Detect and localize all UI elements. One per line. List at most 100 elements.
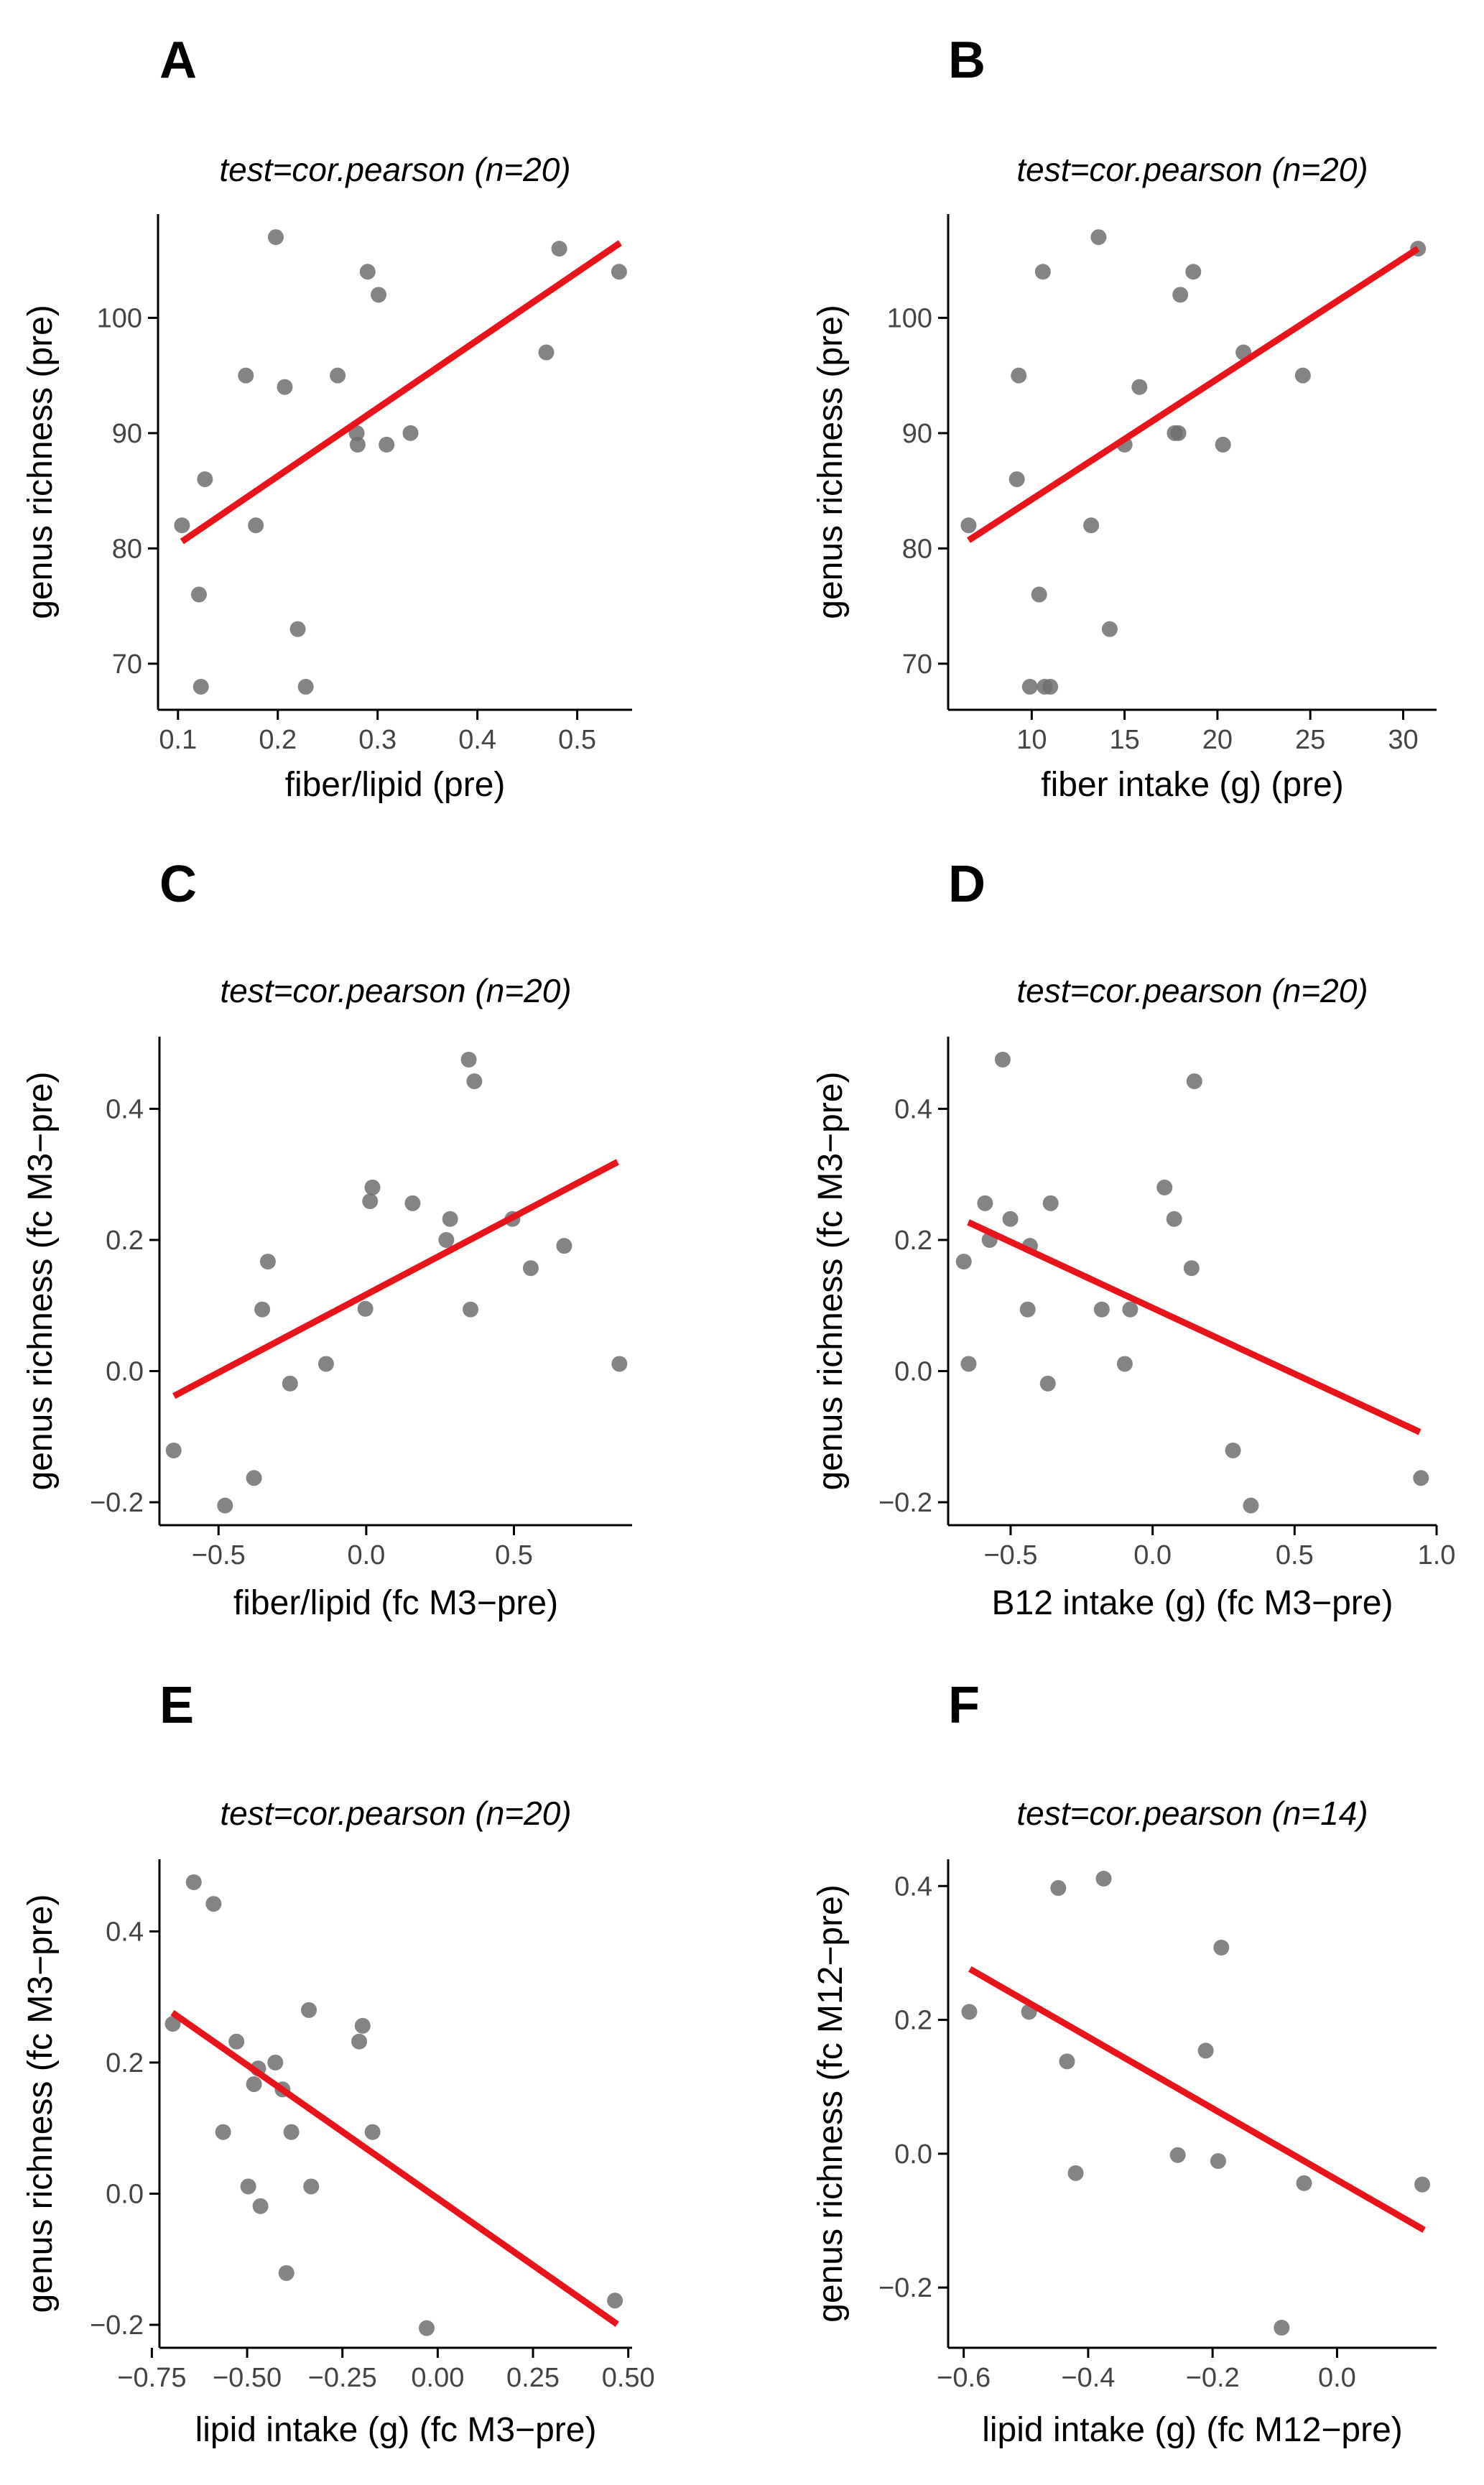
y-tick-label: 100: [97, 303, 142, 333]
data-point: [1197, 2042, 1214, 2059]
x-tick-label: −0.2: [1186, 2363, 1240, 2393]
data-point: [351, 2033, 368, 2050]
data-point: [1210, 2153, 1226, 2170]
data-point: [556, 1238, 572, 1254]
y-tick-label: 90: [902, 419, 932, 449]
y-tick-label: 0.2: [894, 1226, 932, 1256]
data-point: [1170, 425, 1187, 441]
regression-line: [180, 240, 622, 545]
data-point: [354, 2017, 371, 2034]
data-point: [1131, 379, 1148, 395]
panel-letter: F: [948, 1677, 980, 1734]
data-point: [466, 1073, 483, 1090]
data-point: [228, 2033, 245, 2050]
data-point: [607, 2292, 623, 2309]
data-point: [1274, 2320, 1290, 2336]
data-point: [190, 586, 207, 603]
data-point: [254, 1301, 271, 1318]
data-point: [1019, 1301, 1036, 1318]
panel-letter: B: [948, 32, 986, 89]
data-point: [442, 1211, 458, 1227]
y-tick-label: 0.4: [894, 1094, 932, 1124]
data-point: [165, 1442, 182, 1458]
x-tick-label: 0.5: [558, 725, 596, 755]
data-point: [1213, 1939, 1230, 1956]
data-point: [1122, 1301, 1138, 1318]
y-tick-label: −0.2: [90, 1488, 144, 1518]
data-point: [193, 678, 209, 695]
x-tick-label: 25: [1295, 725, 1325, 755]
data-point: [1215, 436, 1231, 453]
data-point: [240, 2178, 256, 2195]
data-point: [238, 367, 254, 384]
data-point: [402, 425, 419, 441]
data-point: [215, 2124, 231, 2140]
regression-line: [966, 246, 1420, 543]
x-tick-label: 0.3: [358, 725, 396, 755]
y-tick-label: −0.2: [878, 2273, 932, 2303]
data-point: [330, 367, 346, 384]
x-tick-label: 0.5: [1276, 1540, 1314, 1570]
y-tick-label: 100: [887, 303, 932, 333]
data-point: [1042, 678, 1059, 695]
data-point: [364, 2124, 381, 2140]
x-tick-label: 0.0: [347, 1540, 385, 1570]
x-tick-label: −0.5: [192, 1540, 246, 1570]
panel-title: test=cor.pearson (n=14): [1016, 1795, 1368, 1832]
x-tick-label: 0.50: [602, 2363, 655, 2393]
data-point: [359, 264, 376, 280]
y-tick-label: 0.2: [106, 1226, 144, 1256]
data-point: [1243, 1497, 1259, 1514]
data-point: [1090, 229, 1107, 246]
data-point: [282, 1375, 298, 1392]
data-point: [362, 1193, 379, 1210]
data-point: [246, 2076, 262, 2093]
panel-letter: A: [159, 32, 197, 89]
data-point: [438, 1231, 455, 1248]
x-axis-label: fiber/lipid (fc M3−pre): [233, 1584, 558, 1622]
data-point: [1002, 1211, 1019, 1227]
y-tick-label: 0.4: [106, 1917, 144, 1947]
data-point: [551, 241, 567, 257]
data-point: [955, 1254, 972, 1270]
x-axis-label: lipid intake (g) (fc M12−pre): [982, 2411, 1403, 2449]
y-tick-label: 90: [112, 419, 142, 449]
x-tick-label: 0.25: [506, 2363, 560, 2393]
x-axis-label: fiber intake (g) (pre): [1041, 766, 1343, 804]
data-point: [1186, 1073, 1202, 1090]
data-point: [1093, 1301, 1110, 1318]
y-tick-label: 0.2: [106, 2048, 144, 2078]
x-axis-label: B12 intake (g) (fc M3−pre): [992, 1584, 1393, 1622]
y-tick-label: 0.2: [894, 2006, 932, 2036]
panel-letter: D: [948, 856, 986, 913]
data-point: [301, 2002, 317, 2018]
x-tick-label: 0.1: [159, 725, 197, 755]
data-point: [1095, 1871, 1112, 1887]
panel-title: test=cor.pearson (n=20): [220, 1795, 571, 1832]
data-point: [960, 1356, 977, 1372]
y-tick-label: 0.4: [894, 1871, 932, 1902]
y-tick-label: −0.2: [90, 2310, 144, 2341]
panel-title: test=cor.pearson (n=20): [220, 972, 571, 1009]
x-tick-label: 30: [1388, 725, 1418, 755]
data-point: [174, 517, 190, 534]
x-tick-label: −0.4: [1061, 2363, 1115, 2393]
regression-line: [968, 1966, 1426, 2233]
x-tick-label: −0.6: [937, 2363, 991, 2393]
y-tick-label: 70: [112, 649, 142, 680]
data-point: [1183, 1260, 1200, 1277]
y-axis-label: genus richness (fc M3−pre): [812, 1072, 850, 1491]
x-tick-label: 20: [1202, 725, 1233, 755]
panel-title: test=cor.pearson (n=20): [219, 151, 570, 188]
data-point: [977, 1195, 993, 1211]
data-point: [460, 1051, 477, 1068]
y-axis-label: genus richness (pre): [812, 305, 850, 619]
panel-letter: E: [159, 1677, 194, 1734]
data-point: [277, 379, 293, 395]
data-point: [357, 1300, 374, 1317]
y-tick-label: 70: [902, 649, 932, 680]
